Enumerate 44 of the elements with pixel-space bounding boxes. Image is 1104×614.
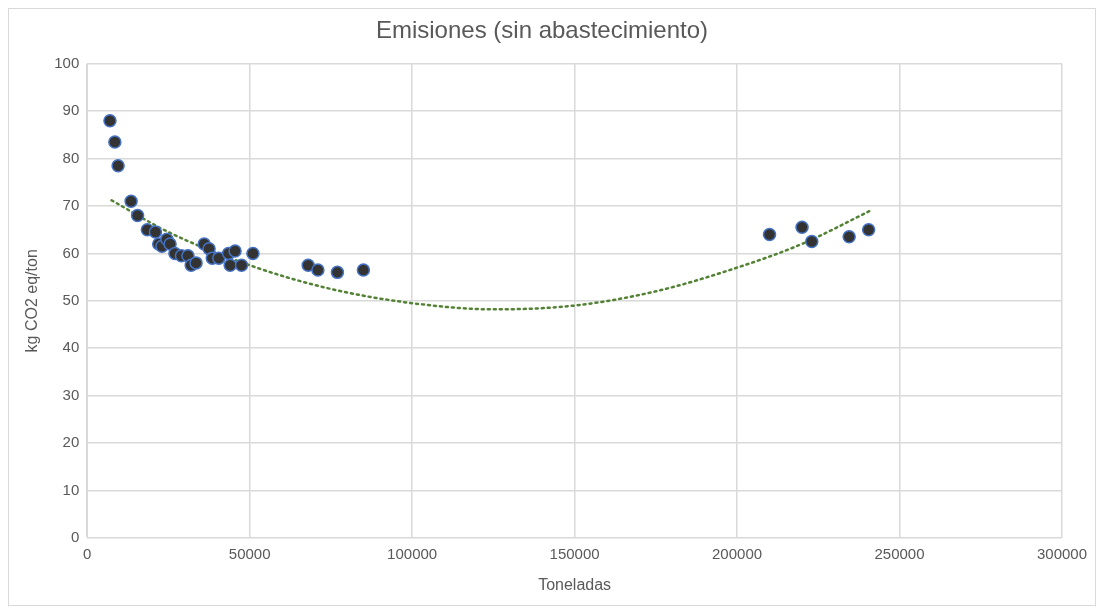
x-tick-label: 250000	[874, 544, 925, 562]
point	[111, 158, 125, 173]
point	[124, 194, 138, 209]
y-axis-title: kg CO2 eq/ton	[23, 249, 41, 353]
point	[330, 265, 345, 280]
line-series	[110, 199, 872, 311]
x-tick-label: 150000	[549, 544, 600, 562]
y-tick-label: 40	[62, 338, 80, 356]
y-tick-label: 50	[62, 290, 80, 308]
point	[234, 258, 249, 272]
point	[246, 246, 260, 261]
x-tick-label: 100000	[387, 544, 438, 562]
y-tick-label: 10	[62, 480, 80, 498]
chart-title: Emisiones (sin abastecimiento)	[375, 16, 709, 44]
y-tick-label: 30	[62, 385, 80, 403]
x-tick-label: 50000	[228, 544, 271, 562]
point	[795, 220, 809, 235]
point	[212, 251, 226, 265]
y-tick-label: 70	[62, 196, 80, 214]
point	[356, 263, 371, 277]
x-tick-label: 300000	[1036, 544, 1087, 562]
point	[301, 258, 315, 272]
point	[228, 244, 242, 258]
x-axis-title: Toneladas	[538, 575, 612, 593]
point	[861, 222, 876, 237]
y-tick-label: 0	[70, 527, 80, 545]
x-tick-label: 200000	[712, 544, 763, 562]
point	[148, 225, 163, 239]
point	[223, 258, 237, 272]
point	[163, 237, 177, 251]
point	[130, 208, 145, 223]
y-tick-label: 20	[62, 433, 80, 451]
y-tick-label: 60	[62, 243, 80, 261]
y-tick-label: 100	[54, 53, 80, 71]
point	[103, 113, 117, 128]
point	[189, 256, 203, 270]
y-tick-label: 90	[62, 101, 80, 119]
point	[311, 263, 325, 277]
point	[108, 135, 122, 149]
point	[762, 227, 777, 242]
y-tick-label: 80	[62, 148, 80, 166]
point	[805, 234, 819, 249]
x-tick-label: 0	[83, 544, 92, 562]
point	[842, 230, 856, 244]
